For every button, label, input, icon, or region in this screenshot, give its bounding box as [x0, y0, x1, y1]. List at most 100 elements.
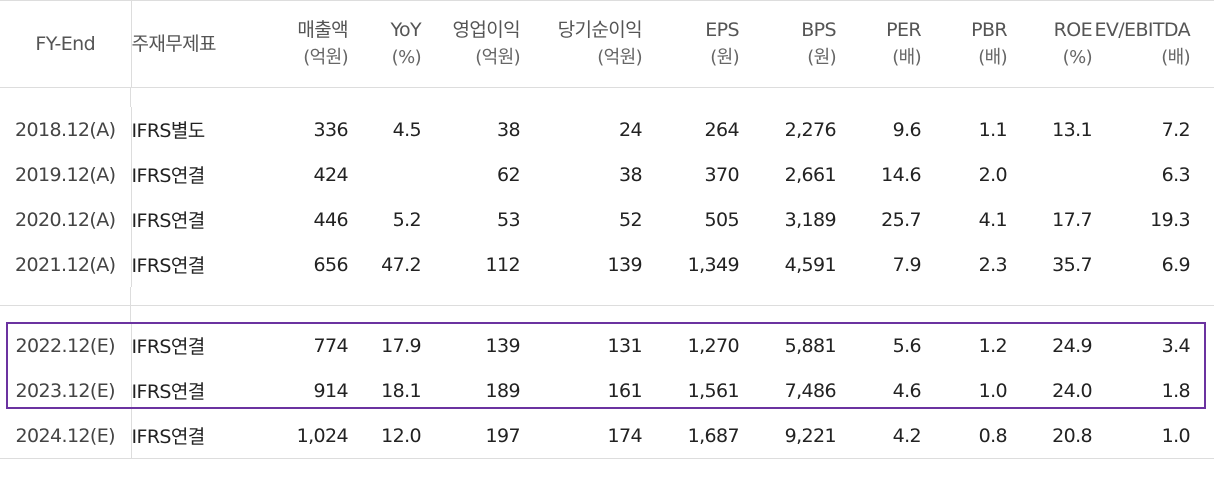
cell-yoy: 5.2 — [392, 208, 422, 231]
cell-fy-end: 2018.12(A) — [0, 107, 132, 152]
cell-fy-end: 2024.12(E) — [0, 413, 132, 459]
cell-net-income: 131 — [607, 334, 643, 357]
cell-ev-ebitda: 6.9 — [1161, 253, 1191, 276]
cell-operating-profit: 62 — [497, 163, 521, 186]
cell-eps: 505 — [704, 208, 740, 231]
cell-bps: 9,221 — [739, 413, 837, 459]
cell-ev-ebitda: 7.2 — [1161, 118, 1191, 141]
cell-net-income: 38 — [619, 163, 643, 186]
table-row: 2020.12(A) IFRS연결 446 5.2 53 52 505 3,189 25.7 4.… — [0, 197, 1214, 242]
table-row: 2023.12(E) IFRS연결 914 18.1 189 161 1,561 7,486 4… — [0, 368, 1214, 413]
cell-bps: 2,661 — [784, 163, 837, 186]
col-header-pbr: PBR (배) — [921, 0, 1008, 88]
cell-ev-ebitda: 19.3 — [1150, 208, 1191, 231]
table-row: 2024.12(E) IFRS연결 1,024 12.0 197 174 1,687 9,22… — [0, 413, 1214, 459]
cell-revenue: 446 — [313, 208, 349, 231]
cell-statement-type: IFRS연결 — [131, 381, 206, 403]
cell-revenue: 914 — [313, 379, 349, 402]
cell-roe: 17.7 — [1052, 208, 1093, 231]
cell-eps: 264 — [704, 118, 740, 141]
cell-pbr: 4.1 — [978, 208, 1008, 231]
col-header-eps: EPS (원) — [642, 0, 740, 88]
cell-pbr: 0.8 — [921, 413, 1008, 459]
cell-roe: 20.8 — [1007, 413, 1093, 459]
cell-yoy: 17.9 — [381, 334, 422, 357]
table-row: 2022.12(E) IFRS연결 774 17.9 139 131 1,270 5,881 5… — [0, 323, 1214, 368]
col-header-roe: ROE (%) — [1007, 0, 1093, 88]
col-header-yoy: YoY (%) — [348, 0, 422, 88]
col-header-ev-ebitda: EV/EBITDA (배) — [1092, 0, 1214, 88]
cell-net-income: 139 — [607, 253, 643, 276]
cell-bps: 2,276 — [784, 118, 837, 141]
cell-fy-end: 2022.12(E) — [0, 323, 132, 368]
cell-bps: 4,591 — [784, 253, 837, 276]
cell-per: 7.9 — [892, 253, 922, 276]
cell-statement-type: IFRS별도 — [131, 120, 206, 142]
table-row: 2021.12(A) IFRS연결 656 47.2 112 139 1,349 4,591 7… — [0, 242, 1214, 287]
col-header-fy-end: FY-End — [0, 0, 132, 88]
cell-operating-profit: 38 — [497, 118, 521, 141]
cell-pbr: 2.0 — [978, 163, 1008, 186]
cell-revenue: 656 — [313, 253, 349, 276]
cell-roe: 13.1 — [1052, 118, 1093, 141]
cell-yoy: 12.0 — [348, 413, 422, 459]
cell-bps: 5,881 — [784, 334, 837, 357]
cell-ev-ebitda: 1.0 — [1092, 413, 1214, 459]
cell-roe: 24.0 — [1052, 379, 1093, 402]
col-header-bps: BPS (원) — [739, 0, 837, 88]
cell-operating-profit: 139 — [485, 334, 521, 357]
cell-statement-type: IFRS연결 — [131, 255, 206, 277]
cell-operating-profit: 53 — [497, 208, 521, 231]
cell-eps: 1,270 — [687, 334, 740, 357]
cell-roe: 35.7 — [1052, 253, 1093, 276]
cell-bps: 7,486 — [784, 379, 837, 402]
cell-yoy: 4.5 — [392, 118, 422, 141]
cell-per: 4.2 — [836, 413, 922, 459]
cell-revenue: 336 — [313, 118, 349, 141]
cell-eps: 1,561 — [687, 379, 740, 402]
cell-operating-profit: 112 — [485, 253, 521, 276]
cell-yoy — [348, 152, 421, 197]
col-header-operating-profit: 영업이익 (억원) — [421, 0, 521, 88]
cell-fy-end: 2019.12(A) — [0, 152, 132, 197]
cell-net-income: 24 — [619, 118, 643, 141]
table-body: 2018.12(A) IFRS별도 336 4.5 38 24 264 2,276 9.6 1.1… — [0, 87, 1214, 459]
cell-revenue: 424 — [313, 163, 349, 186]
cell-roe — [1007, 152, 1092, 197]
col-header-net-income: 당기순이익 (억원) — [520, 0, 643, 88]
cell-net-income: 161 — [607, 379, 643, 402]
cell-ev-ebitda: 6.3 — [1161, 163, 1191, 186]
cell-roe: 24.9 — [1052, 334, 1093, 357]
cell-operating-profit: 189 — [485, 379, 521, 402]
cell-revenue: 1,024 — [256, 413, 349, 459]
cell-eps: 370 — [704, 163, 740, 186]
col-header-statement-type: 주재무제표 — [131, 0, 256, 88]
cell-statement-type: IFRS연결 — [131, 210, 206, 232]
cell-operating-profit: 197 — [421, 413, 521, 459]
table-row: 2019.12(A) IFRS연결 424 62 38 370 2,661 14.6 2.0 6.… — [0, 152, 1214, 197]
cell-pbr: 1.2 — [978, 334, 1008, 357]
cell-yoy: 47.2 — [381, 253, 422, 276]
cell-pbr: 2.3 — [978, 253, 1008, 276]
cell-statement-type: IFRS연결 — [131, 413, 256, 459]
cell-eps: 1,349 — [687, 253, 740, 276]
cell-ev-ebitda: 3.4 — [1161, 334, 1191, 357]
cell-revenue: 774 — [313, 334, 349, 357]
cell-pbr: 1.0 — [978, 379, 1008, 402]
table-header: FY-End 주재무제표 매출액 (억원) YoY (%) 영업이익 (억원) 당기순… — [0, 0, 1214, 88]
cell-per: 25.7 — [881, 208, 922, 231]
cell-statement-type: IFRS연결 — [131, 336, 206, 358]
cell-fy-end: 2023.12(E) — [0, 368, 132, 413]
cell-net-income: 52 — [619, 208, 643, 231]
table-row: 2018.12(A) IFRS별도 336 4.5 38 24 264 2,276 9.6 1.1… — [0, 107, 1214, 152]
col-header-revenue: 매출액 (억원) — [256, 0, 349, 88]
col-header-per: PER (배) — [836, 0, 922, 88]
cell-per: 14.6 — [881, 163, 922, 186]
cell-bps: 3,189 — [784, 208, 837, 231]
cell-net-income: 174 — [520, 413, 643, 459]
cell-fy-end: 2021.12(A) — [0, 242, 132, 287]
cell-yoy: 18.1 — [381, 379, 422, 402]
cell-statement-type: IFRS연결 — [131, 165, 206, 187]
cell-eps: 1,687 — [642, 413, 740, 459]
cell-per: 4.6 — [892, 379, 922, 402]
